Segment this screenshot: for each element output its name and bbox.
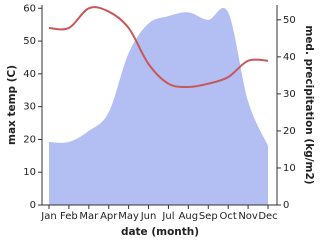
y2-tick-label: 0 (283, 200, 289, 211)
y-tick-label: 30 (23, 102, 36, 113)
y-axis-label: max temp (C) (6, 65, 18, 145)
y-tick-label: 20 (23, 134, 36, 145)
x-tick-label: Jun (140, 211, 157, 222)
y-tick-label: 60 (23, 3, 36, 14)
y-tick-label: 40 (23, 69, 36, 80)
x-tick-label: Apr (100, 211, 118, 222)
x-tick-label: Mar (79, 211, 99, 222)
precip-area (49, 7, 268, 206)
x-tick-label: Jan (40, 211, 56, 222)
x-tick-label: May (118, 211, 139, 222)
y2-tick-label: 50 (283, 15, 296, 26)
y2-tick-label: 20 (283, 126, 296, 137)
temp-line (48, 6, 269, 88)
x-tick-label: Nov (238, 211, 258, 222)
y-tick-label: 10 (23, 167, 36, 178)
y2-tick-label: 30 (283, 89, 296, 100)
y-tick-label: 0 (30, 200, 36, 211)
x-tick-label: Jul (161, 211, 174, 222)
x-tick-label: Dec (258, 211, 277, 222)
y2-axis-label: med. precipitation (kg/m2) (303, 25, 315, 184)
x-axis-label: date (month) (121, 226, 199, 238)
y2-tick-label: 40 (283, 52, 296, 63)
x-tick-label: Aug (179, 211, 199, 222)
x-tick-label: Oct (220, 211, 237, 222)
x-tick-label: Sep (199, 211, 218, 222)
y-tick-label: 50 (23, 36, 36, 47)
x-tick-label: Feb (60, 211, 78, 222)
y2-tick-label: 10 (283, 163, 296, 174)
